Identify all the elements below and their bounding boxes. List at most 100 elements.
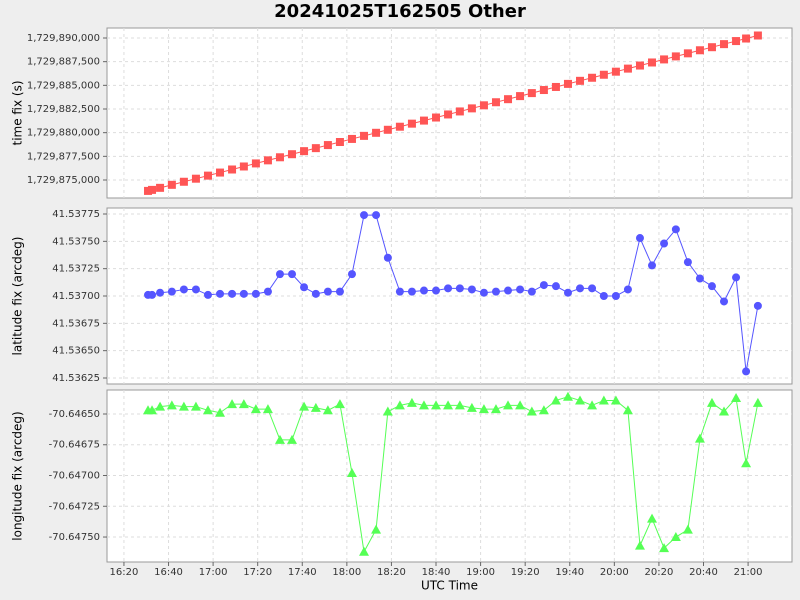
marker — [694, 433, 705, 443]
marker — [216, 289, 225, 298]
marker — [599, 292, 608, 300]
x-tick-label: 18:40 — [422, 567, 451, 578]
marker — [610, 395, 621, 405]
marker — [300, 283, 309, 292]
marker — [526, 406, 537, 416]
marker — [251, 289, 260, 298]
marker — [156, 288, 165, 297]
marker — [635, 61, 644, 70]
y-tick-label: 1,729,887,500 — [27, 57, 100, 68]
marker — [191, 285, 200, 294]
marker — [478, 404, 489, 414]
y-tick-label: 1,729,890,000 — [27, 33, 100, 44]
marker — [588, 73, 597, 82]
marker — [155, 401, 166, 411]
marker — [742, 367, 751, 376]
x-tick-label: 19:20 — [511, 567, 540, 578]
x-tick-label: 18:20 — [377, 567, 406, 578]
marker — [683, 258, 692, 267]
x-tick-label: 20:40 — [689, 567, 718, 578]
marker — [659, 543, 670, 553]
marker — [551, 82, 560, 91]
marker — [742, 34, 751, 43]
marker — [360, 131, 369, 140]
marker — [752, 397, 763, 407]
marker — [382, 406, 393, 416]
marker — [179, 285, 188, 294]
marker — [575, 395, 586, 405]
marker — [635, 234, 644, 243]
marker — [288, 150, 297, 159]
marker — [588, 284, 597, 293]
marker — [275, 153, 284, 162]
y-tick-label: 1,729,875,000 — [27, 175, 100, 186]
marker — [455, 284, 464, 293]
marker — [731, 392, 742, 402]
marker — [262, 404, 273, 414]
marker — [203, 171, 212, 180]
marker — [203, 290, 212, 299]
marker — [671, 52, 680, 61]
marker — [334, 399, 345, 409]
marker — [299, 401, 310, 411]
x-tick-label: 19:00 — [466, 567, 495, 578]
marker — [551, 282, 560, 291]
marker — [611, 67, 620, 76]
marker — [527, 287, 536, 296]
x-tick-label: 17:00 — [199, 567, 228, 578]
marker — [178, 401, 189, 411]
marker — [576, 76, 585, 85]
marker — [622, 405, 633, 415]
marker — [720, 297, 729, 306]
marker — [707, 282, 716, 291]
marker — [239, 162, 248, 171]
y-tick-label: -70.64700 — [49, 471, 100, 482]
marker — [322, 405, 333, 415]
marker — [444, 110, 453, 119]
marker — [148, 290, 157, 299]
marker — [167, 287, 176, 296]
marker — [359, 546, 370, 556]
marker — [383, 125, 392, 134]
marker — [202, 405, 213, 415]
y-tick-label: 1,729,877,500 — [27, 151, 100, 162]
marker — [539, 281, 548, 290]
x-tick-label: 19:40 — [555, 567, 584, 578]
marker — [190, 401, 201, 411]
marker — [228, 165, 237, 174]
marker — [323, 141, 332, 150]
x-tick-label: 17:40 — [288, 567, 317, 578]
marker — [479, 101, 488, 110]
marker — [491, 98, 500, 107]
marker — [179, 177, 188, 186]
marker — [191, 174, 200, 183]
marker — [707, 43, 716, 52]
marker — [383, 253, 392, 262]
y-axis-label: latitude fix (arcdeg) — [11, 237, 25, 356]
marker — [263, 156, 272, 165]
marker — [419, 116, 428, 125]
marker — [346, 468, 357, 478]
marker — [311, 144, 320, 153]
x-tick-label: 16:20 — [110, 567, 139, 578]
marker — [719, 406, 730, 416]
marker — [682, 524, 693, 534]
marker — [216, 168, 225, 177]
marker — [516, 92, 525, 101]
marker — [263, 287, 272, 296]
marker — [634, 540, 645, 550]
marker — [648, 58, 657, 67]
y-tick-label: 1,729,882,500 — [27, 104, 100, 115]
marker — [215, 407, 226, 417]
marker — [444, 284, 453, 293]
marker — [504, 286, 513, 295]
marker — [395, 287, 404, 296]
marker — [228, 289, 237, 298]
marker — [660, 55, 669, 64]
x-tick-label: 16:40 — [154, 567, 183, 578]
x-tick-label: 17:20 — [243, 567, 272, 578]
marker — [287, 434, 298, 444]
marker — [432, 286, 441, 295]
marker — [335, 287, 344, 296]
